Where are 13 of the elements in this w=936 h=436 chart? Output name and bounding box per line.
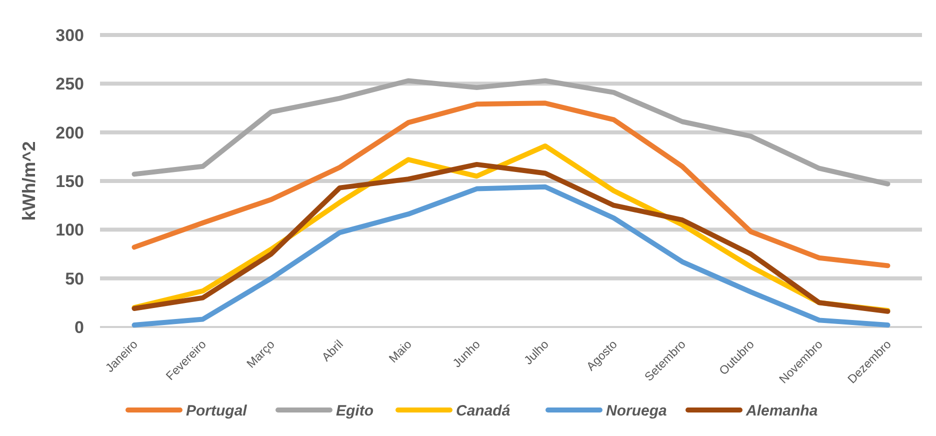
- legend-label: Portugal: [186, 402, 248, 420]
- y-tick-label: 200: [56, 123, 84, 142]
- legend-label: Alemanha: [745, 402, 818, 420]
- y-tick-label: 50: [65, 269, 84, 288]
- y-tick-label: 100: [56, 220, 84, 240]
- y-tick-label: 300: [56, 26, 84, 45]
- y-tick-label: 250: [56, 74, 84, 94]
- y-tick-label: 0: [74, 318, 84, 337]
- legend-label: Noruega: [606, 402, 667, 420]
- y-tick-label: 150: [56, 172, 84, 191]
- legend-label: Canadá: [456, 402, 510, 420]
- y-axis-title: kWh/m^2: [19, 141, 39, 221]
- legend-label: Egito: [336, 402, 374, 420]
